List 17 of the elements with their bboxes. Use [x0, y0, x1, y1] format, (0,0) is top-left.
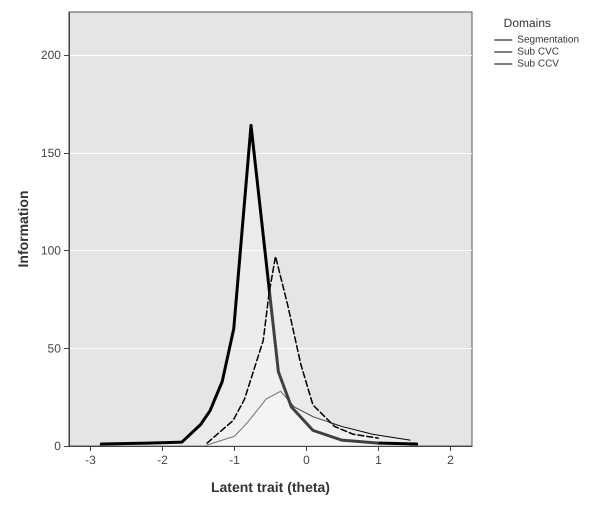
x-tick-label: 1: [375, 453, 382, 467]
y-tick-label: 150: [40, 146, 62, 160]
legend-label: Sub CVC: [517, 46, 559, 58]
x-tick-label: -1: [229, 453, 240, 467]
y-axis-title: Information: [15, 190, 31, 268]
legend-title: Domains: [504, 16, 552, 30]
x-tick-label: 0: [303, 453, 310, 467]
x-axis-title: Latent trait (theta): [210, 479, 330, 495]
y-tick-label: 50: [48, 341, 62, 356]
x-tick-label: -2: [157, 453, 168, 467]
y-tick-label: 100: [40, 244, 62, 258]
y-tick-label: 200: [40, 48, 62, 62]
x-tick-label: 2: [447, 453, 454, 467]
x-tick-label: -3: [85, 453, 96, 467]
legend-label: Sub CCV: [517, 58, 560, 70]
legend-label: Segmentation: [517, 34, 580, 46]
y-tick-label: 0: [54, 439, 62, 453]
